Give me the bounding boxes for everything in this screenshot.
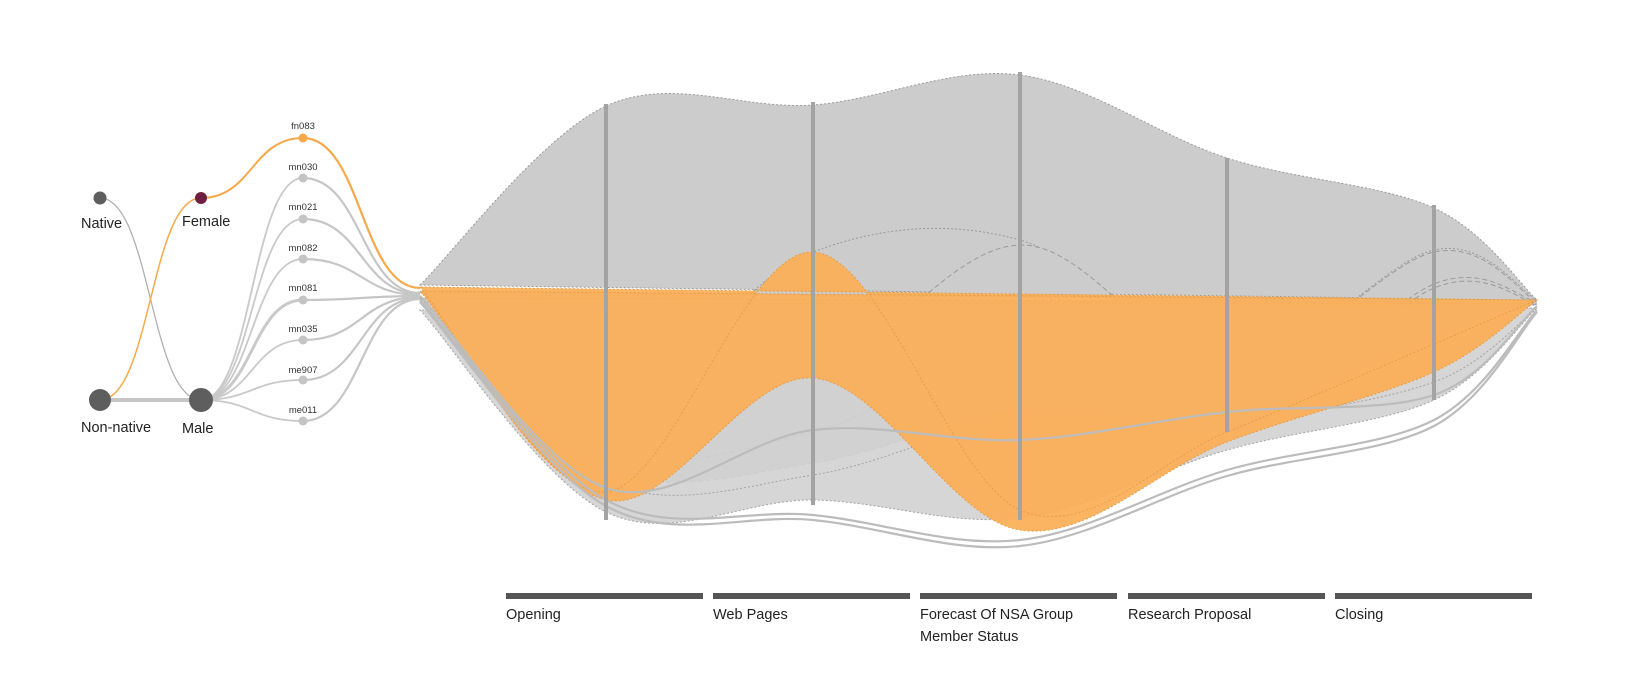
topic-legend: Opening Web Pages Forecast Of NSA Group … bbox=[506, 593, 1532, 645]
speaker-label-mn082[interactable]: mn082 bbox=[288, 243, 317, 254]
topic-bar-forecast[interactable] bbox=[920, 593, 1117, 599]
male-label: Male bbox=[182, 421, 213, 437]
topic-bar-opening[interactable] bbox=[506, 593, 703, 599]
link-female-fn083 bbox=[200, 137, 304, 199]
link-speaker-flow bbox=[302, 257, 421, 297]
link-fn083-flow bbox=[302, 136, 421, 290]
topic-axes bbox=[604, 72, 1436, 520]
non-native-node[interactable] bbox=[89, 389, 111, 411]
flow-strand bbox=[419, 295, 1538, 494]
speaker-links bbox=[99, 136, 421, 423]
link-speaker-flow bbox=[302, 295, 421, 342]
speaker-label-mn035[interactable]: mn035 bbox=[288, 324, 317, 335]
speaker-node-mn082[interactable] bbox=[298, 254, 308, 264]
topic-label-opening: Opening bbox=[506, 607, 561, 623]
speaker-label-me011[interactable]: me011 bbox=[289, 405, 317, 416]
link-speaker-flow bbox=[302, 297, 421, 423]
topic-bar-research-proposal[interactable] bbox=[1128, 593, 1325, 599]
topic-flow-bands bbox=[418, 73, 1539, 549]
topic-label-forecast-line2: Member Status bbox=[920, 629, 1018, 645]
female-label: Female bbox=[182, 214, 230, 230]
speaker-label-mn030[interactable]: mn030 bbox=[288, 162, 317, 173]
speaker-nodes bbox=[89, 133, 308, 426]
link-male-speaker bbox=[200, 399, 304, 422]
link-speaker-flow bbox=[302, 294, 421, 302]
topic-label-forecast-line1: Forecast Of NSA Group bbox=[920, 607, 1073, 623]
link-male-speaker bbox=[200, 298, 304, 402]
link-male-speaker bbox=[200, 218, 304, 401]
speaker-label-mn081[interactable]: mn081 bbox=[288, 283, 317, 294]
topic-label-research-proposal: Research Proposal bbox=[1128, 607, 1251, 623]
link-speaker-flow bbox=[302, 296, 421, 382]
topic-bar-web-pages[interactable] bbox=[713, 593, 910, 599]
link-male-speaker bbox=[200, 177, 304, 401]
link-speaker-flow bbox=[302, 176, 421, 295]
speaker-label-mn021[interactable]: mn021 bbox=[288, 202, 317, 213]
female-node[interactable] bbox=[195, 192, 207, 204]
speaker-label-fn083[interactable]: fn083 bbox=[291, 121, 315, 132]
topic-label-closing: Closing bbox=[1335, 607, 1383, 623]
native-node[interactable] bbox=[93, 191, 107, 205]
flow-strand bbox=[419, 299, 1538, 543]
topic-bar-closing[interactable] bbox=[1335, 593, 1532, 599]
speaker-label-me907[interactable]: me907 bbox=[288, 365, 317, 376]
flow-band-fn083[interactable] bbox=[418, 251, 1539, 532]
link-speaker-flow bbox=[302, 217, 421, 296]
non-native-label: Non-native bbox=[81, 420, 151, 436]
speaker-node-mn081[interactable] bbox=[298, 295, 308, 305]
link-nonnative-female bbox=[99, 197, 202, 401]
speaker-node-fn083[interactable] bbox=[298, 133, 308, 143]
speaker-node-me011[interactable] bbox=[298, 416, 308, 426]
speaker-node-me907[interactable] bbox=[298, 375, 308, 385]
topic-label-web-pages: Web Pages bbox=[713, 607, 788, 623]
speaker-node-mn021[interactable] bbox=[298, 214, 308, 224]
speaker-node-mn035[interactable] bbox=[298, 335, 308, 345]
node-labels: Native Non-native Female Male fn083 mn03… bbox=[81, 121, 318, 437]
link-male-speaker bbox=[200, 379, 304, 401]
native-label: Native bbox=[81, 216, 122, 232]
flow-strand bbox=[419, 301, 1538, 549]
link-male-speaker bbox=[200, 339, 304, 401]
male-node[interactable] bbox=[189, 388, 213, 412]
speaker-node-mn030[interactable] bbox=[298, 173, 308, 183]
